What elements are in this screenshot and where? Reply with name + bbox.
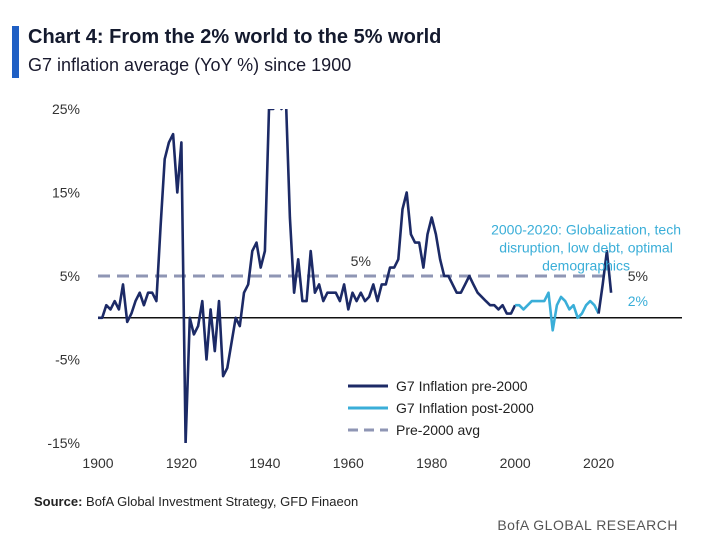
chart-subtitle: G7 inflation average (YoY %) since 1900 — [28, 55, 352, 75]
annotation-2pct-label: 2% — [628, 293, 648, 309]
annotation-globalization-text: disruption, low debt, optimal — [499, 239, 673, 255]
x-tick-label: 2020 — [583, 455, 614, 471]
y-tick-label: 25% — [52, 101, 80, 117]
annotation-globalization-text: 2000-2020: Globalization, tech — [491, 221, 681, 237]
y-tick-label: -15% — [47, 435, 80, 451]
annotation-avg-end-label: 5% — [628, 268, 648, 284]
x-tick-label: 1940 — [249, 455, 280, 471]
series-line-pre2000 — [98, 109, 517, 443]
series-line-post2000 — [515, 291, 600, 332]
chart-plot: -15% -5% 5% 15% 25% 1900 1920 1940 1960 1980 2000 2… — [47, 101, 682, 471]
legend-label: G7 Inflation post-2000 — [396, 400, 534, 416]
annotation-globalization-text: demographics — [542, 257, 630, 273]
y-tick-label: -5% — [55, 352, 80, 368]
x-tick-label: 1960 — [333, 455, 364, 471]
chart-title: Chart 4: From the 2% world to the 5% wor… — [28, 26, 442, 48]
title-accent-bar — [12, 26, 19, 78]
source-note: Source: BofA Global Investment Strategy,… — [34, 494, 358, 509]
series-line-pre2000-recent — [597, 249, 613, 314]
x-tick-label: 1900 — [82, 455, 113, 471]
annotation-avg-label: 5% — [351, 253, 371, 269]
x-tick-label: 1920 — [166, 455, 197, 471]
source-text: BofA Global Investment Strategy, GFD Fin… — [82, 494, 359, 509]
y-tick-label: 5% — [60, 268, 80, 284]
legend-label: G7 Inflation pre-2000 — [396, 378, 528, 394]
brand-label: BofA GLOBAL RESEARCH — [497, 517, 678, 533]
x-tick-label: 2000 — [500, 455, 531, 471]
x-tick-label: 1980 — [416, 455, 447, 471]
y-tick-label: 15% — [52, 185, 80, 201]
legend-label: Pre-2000 avg — [396, 422, 480, 438]
source-label: Source: — [34, 494, 83, 509]
